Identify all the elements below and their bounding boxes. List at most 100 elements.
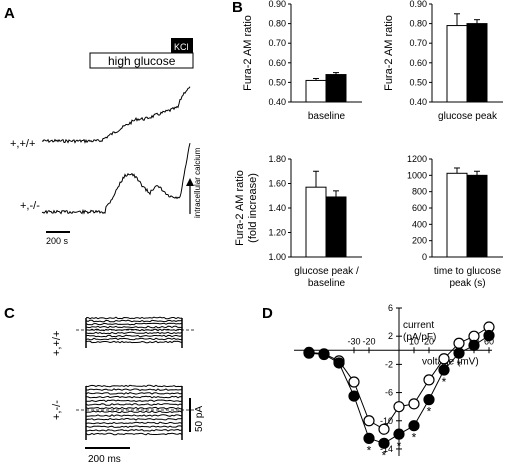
data-point-wildtype <box>378 423 390 435</box>
data-point-knockout <box>408 420 420 432</box>
data-point-wildtype <box>408 398 420 410</box>
current-sweep <box>85 337 183 341</box>
panel-c-letter: C <box>4 305 15 322</box>
calcium-trace-knockout <box>41 142 191 215</box>
panel-d: D 62-2-6-10-14-30-2010205060current(pA/p… <box>262 303 495 462</box>
significance-star: * <box>382 448 387 462</box>
y-tick-label: 400 <box>412 219 427 229</box>
significance-star: * <box>457 358 462 372</box>
y-axis-label: current <box>403 320 434 331</box>
bar-chart-baseline: 0.40 0.50 0.60 0.70 0.80 0.90 baseline Fura-2 A… <box>242 0 362 122</box>
bar-chart-time-to-peak: 0 200 400 600 800 1000 1200 time to glucosepeak… <box>407 154 503 289</box>
data-point-knockout <box>393 428 405 440</box>
y-tick-label: 0 <box>422 252 427 262</box>
current-sweep <box>85 316 183 320</box>
y-tick-label: 6 <box>388 303 393 313</box>
x-axis-label: time to glucose <box>434 266 502 277</box>
significance-star: * <box>412 431 417 445</box>
c-time-scale-label: 200 ms <box>88 454 121 465</box>
c-trace-label-wildtype: +,+/+ <box>51 331 63 356</box>
significance-star: * <box>427 405 432 419</box>
x-tick-label: 20 <box>424 336 434 346</box>
y-tick-label: 1000 <box>407 170 427 180</box>
time-scale-label: 200 s <box>46 236 69 246</box>
current-sweep <box>85 340 183 344</box>
high-glucose-label: high glucose <box>108 54 176 68</box>
data-point-knockout <box>363 432 375 444</box>
y-tick-label: 1.20 <box>268 228 286 238</box>
significance-star: * <box>397 439 402 453</box>
y-axis-label: Fura-2 AM ratio <box>242 15 254 91</box>
y-tick-label: 1.40 <box>268 203 286 213</box>
x-axis-label-line2: peak (s) <box>449 278 485 289</box>
current-sweep <box>85 392 183 395</box>
x-axis-label: baseline <box>308 111 346 122</box>
x-axis-label: voltage (mV) <box>422 356 479 367</box>
panel-a-letter: A <box>4 5 15 22</box>
data-point-wildtype <box>438 353 450 365</box>
panel-a: A high glucose KCl +,+/+ +,-/- 200 s int… <box>4 5 202 246</box>
x-tick-label: 60 <box>484 336 494 346</box>
data-point-knockout <box>333 357 345 369</box>
current-sweep <box>85 325 182 329</box>
current-sweep <box>85 388 182 392</box>
y-tick-label: 1200 <box>407 154 427 164</box>
data-point-knockout <box>438 364 450 376</box>
panel-c: C +,+/+ +,-/- 200 ms 50 pA <box>4 305 205 465</box>
y-axis-label-line2: (fold increase) <box>247 173 259 243</box>
data-point-wildtype <box>348 376 360 388</box>
current-sweep <box>85 334 183 338</box>
y-tick-label: -14 <box>380 444 393 454</box>
bar-wildtype <box>305 186 327 258</box>
y-tick-label: 0.90 <box>268 0 286 9</box>
bar-knockout <box>325 196 347 258</box>
data-point-wildtype <box>363 415 375 427</box>
c-trace-label-knockout: +,-/- <box>51 400 63 420</box>
data-point-wildtype <box>468 330 480 342</box>
y-tick-label: 1.80 <box>268 154 286 164</box>
y-tick-label: 0.80 <box>409 19 427 29</box>
bar-wildtype <box>446 25 468 103</box>
current-sweep <box>85 421 183 425</box>
panel-d-letter: D <box>262 305 273 322</box>
y-axis-label-line2: (pA/pF) <box>403 332 436 343</box>
trace-label-wildtype: +,+/+ <box>10 138 35 150</box>
y-tick-label: 0.60 <box>268 58 286 68</box>
data-point-knockout <box>423 394 435 406</box>
y-tick-label: 600 <box>412 203 427 213</box>
y-tick-label: 0.40 <box>268 97 286 107</box>
current-sweep <box>85 406 183 410</box>
y-tick-label: 800 <box>412 187 427 197</box>
current-sweep <box>85 414 183 417</box>
x-axis-label: glucose peak <box>438 111 498 122</box>
panel-b-letter: B <box>232 0 243 16</box>
current-sweep <box>85 395 183 399</box>
current-sweep <box>85 417 183 421</box>
current-sweep <box>85 384 183 388</box>
y-tick-label: 1.60 <box>268 179 286 189</box>
data-point-knockout <box>483 329 495 342</box>
y-tick-label: -10 <box>380 416 393 426</box>
data-point-knockout <box>453 347 465 359</box>
current-sweep <box>85 410 183 414</box>
bar-wildtype <box>446 172 468 258</box>
data-point-wildtype <box>393 401 405 413</box>
y-tick-label: 0.70 <box>409 38 427 48</box>
data-point-knockout <box>318 348 330 361</box>
y-tick-label: 0.60 <box>409 58 427 68</box>
current-sweep <box>85 399 183 403</box>
data-point-knockout <box>348 390 360 402</box>
y-axis-label: Fura-2 AM ratio <box>234 170 246 246</box>
data-point-wildtype <box>423 374 435 386</box>
bar-knockout <box>325 74 347 103</box>
current-sweep <box>85 432 183 436</box>
current-sweep <box>85 403 183 406</box>
y-tick-label: 2 <box>388 331 393 341</box>
current-sweep <box>85 425 183 428</box>
x-tick-label: -30 <box>347 336 360 346</box>
data-point-knockout <box>468 339 480 351</box>
data-point-knockout <box>378 437 390 449</box>
y-tick-label: 200 <box>412 236 427 246</box>
x-axis-label-line2: baseline <box>308 278 346 289</box>
